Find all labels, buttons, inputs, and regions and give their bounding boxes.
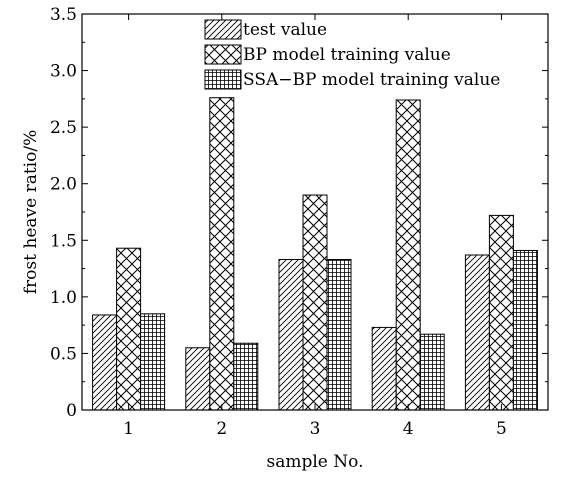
bar-3-sample-1: [140, 313, 166, 411]
x-tick-label: 1: [123, 419, 134, 439]
x-tick-label: 3: [310, 419, 321, 439]
y-tick-label: 2.0: [50, 175, 77, 195]
legend-label-2: BP model training value: [243, 45, 451, 65]
x-tick-label: 2: [216, 419, 227, 439]
legend-label-1: test value: [243, 20, 327, 40]
x-tick-label: 4: [403, 419, 414, 439]
x-axis-label: sample No.: [267, 452, 364, 472]
bar-2-sample-1: [116, 247, 142, 411]
bar-1-sample-2: [185, 347, 211, 411]
y-tick-label: 0: [66, 401, 77, 421]
axes-layer: 0 0.5 1.0 1.5 2.0 2.5 3.0 3.5 1 2 3 4 5: [50, 5, 548, 439]
y-tick-label: 3.0: [50, 62, 77, 82]
bar-2-sample-5: [488, 214, 514, 411]
bar-1-sample-1: [92, 314, 118, 411]
y-tick-label: 2.5: [50, 118, 77, 138]
bar-2-sample-4: [395, 99, 421, 411]
bar-1-sample-4: [371, 326, 397, 411]
y-tick-label: 1.0: [50, 288, 77, 308]
legend: test value BP model training value SSA−BP …: [204, 19, 500, 90]
bar-3-sample-3: [326, 259, 352, 411]
bar-3-sample-2: [233, 342, 259, 411]
legend-swatch-1: [204, 19, 242, 40]
bar-2-sample-2: [209, 97, 235, 411]
legend-swatch-2: [204, 44, 242, 65]
bar-1-sample-5: [464, 254, 490, 411]
legend-swatch-3: [204, 69, 242, 90]
y-tick-label: 1.5: [50, 231, 77, 251]
y-tick-label: 0.5: [50, 344, 77, 364]
bars-layer: [92, 97, 538, 411]
bar-3-sample-4: [419, 333, 445, 411]
bar-2-sample-3: [302, 194, 328, 411]
bar-1-sample-3: [278, 259, 304, 411]
bar-3-sample-5: [512, 249, 538, 411]
y-axis-label: frost heave ratio/%: [21, 130, 41, 294]
x-tick-label: 5: [496, 419, 507, 439]
legend-label-3: SSA−BP model training value: [243, 70, 500, 90]
y-tick-label: 3.5: [50, 5, 77, 25]
